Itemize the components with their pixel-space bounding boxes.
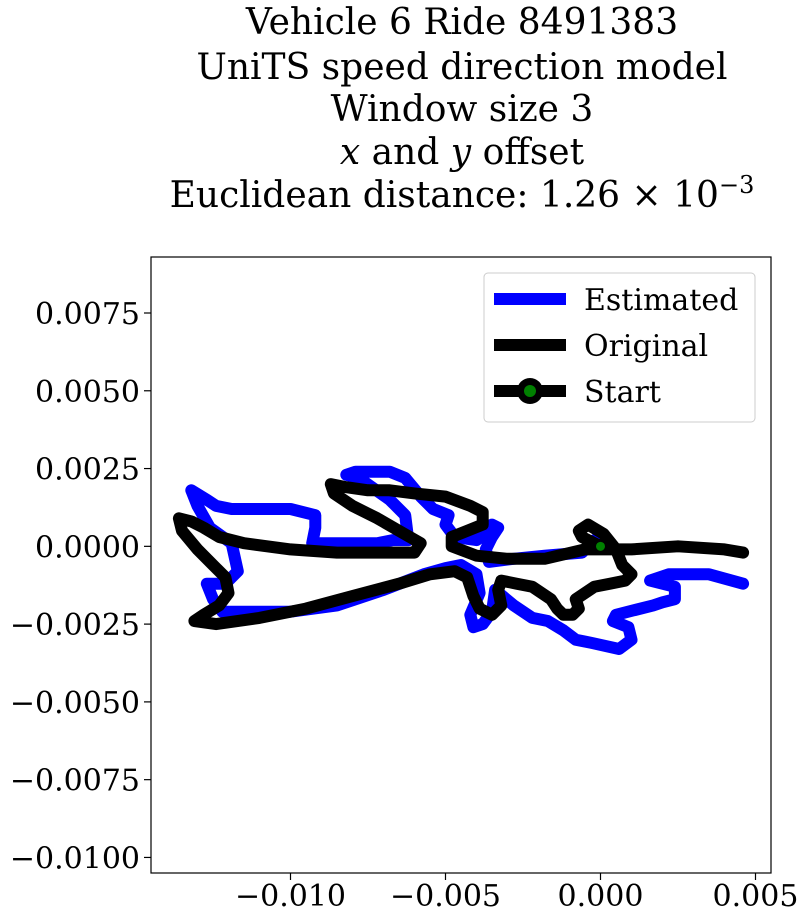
series-estimated-line xyxy=(185,465,750,655)
y-tick-label-4: −0.0025 xyxy=(10,608,140,643)
legend-box xyxy=(483,272,756,423)
legend-label-estimated: Estimated xyxy=(584,283,738,318)
y-tick-label-3: 0.0000 xyxy=(35,530,140,565)
legend: Estimated Original Start xyxy=(483,272,756,423)
series-layer xyxy=(172,465,750,655)
x-tick-label-0: −0.010 xyxy=(235,879,346,914)
series-original-line xyxy=(172,478,750,631)
x-tick-label-3: 0.005 xyxy=(713,879,799,914)
plot-area-frame xyxy=(150,256,772,874)
legend-label-original: Original xyxy=(584,329,708,364)
legend-start-marker xyxy=(524,385,536,397)
title-line-5: Euclidean distance: 1.26 × 10−3 xyxy=(170,171,755,216)
y-tick-label-1: 0.0050 xyxy=(35,375,140,410)
y-tick-label-6: −0.0075 xyxy=(10,764,140,799)
title-line-2: UniTS speed direction model xyxy=(197,47,728,88)
legend-label-start: Start xyxy=(584,375,661,410)
y-tick-label-0: 0.0075 xyxy=(35,297,140,332)
y-tick-label-2: 0.0025 xyxy=(35,453,140,488)
axis-ticks: −0.010 −0.005 0.000 0.005 0.0075 0.0050 0.0025… xyxy=(10,297,799,914)
title-line-1: Vehicle 6 Ride 8491383 xyxy=(245,2,678,43)
y-tick-label-5: −0.0050 xyxy=(10,686,140,721)
x-tick-label-2: 0.000 xyxy=(558,879,644,914)
y-tick-label-7: −0.0100 xyxy=(10,841,140,876)
start-point-marker xyxy=(593,538,608,554)
x-tick-label-1: −0.005 xyxy=(390,879,501,914)
title-line-3: Window size 3 xyxy=(331,89,594,130)
title-line-4: x and y offset xyxy=(340,132,585,173)
